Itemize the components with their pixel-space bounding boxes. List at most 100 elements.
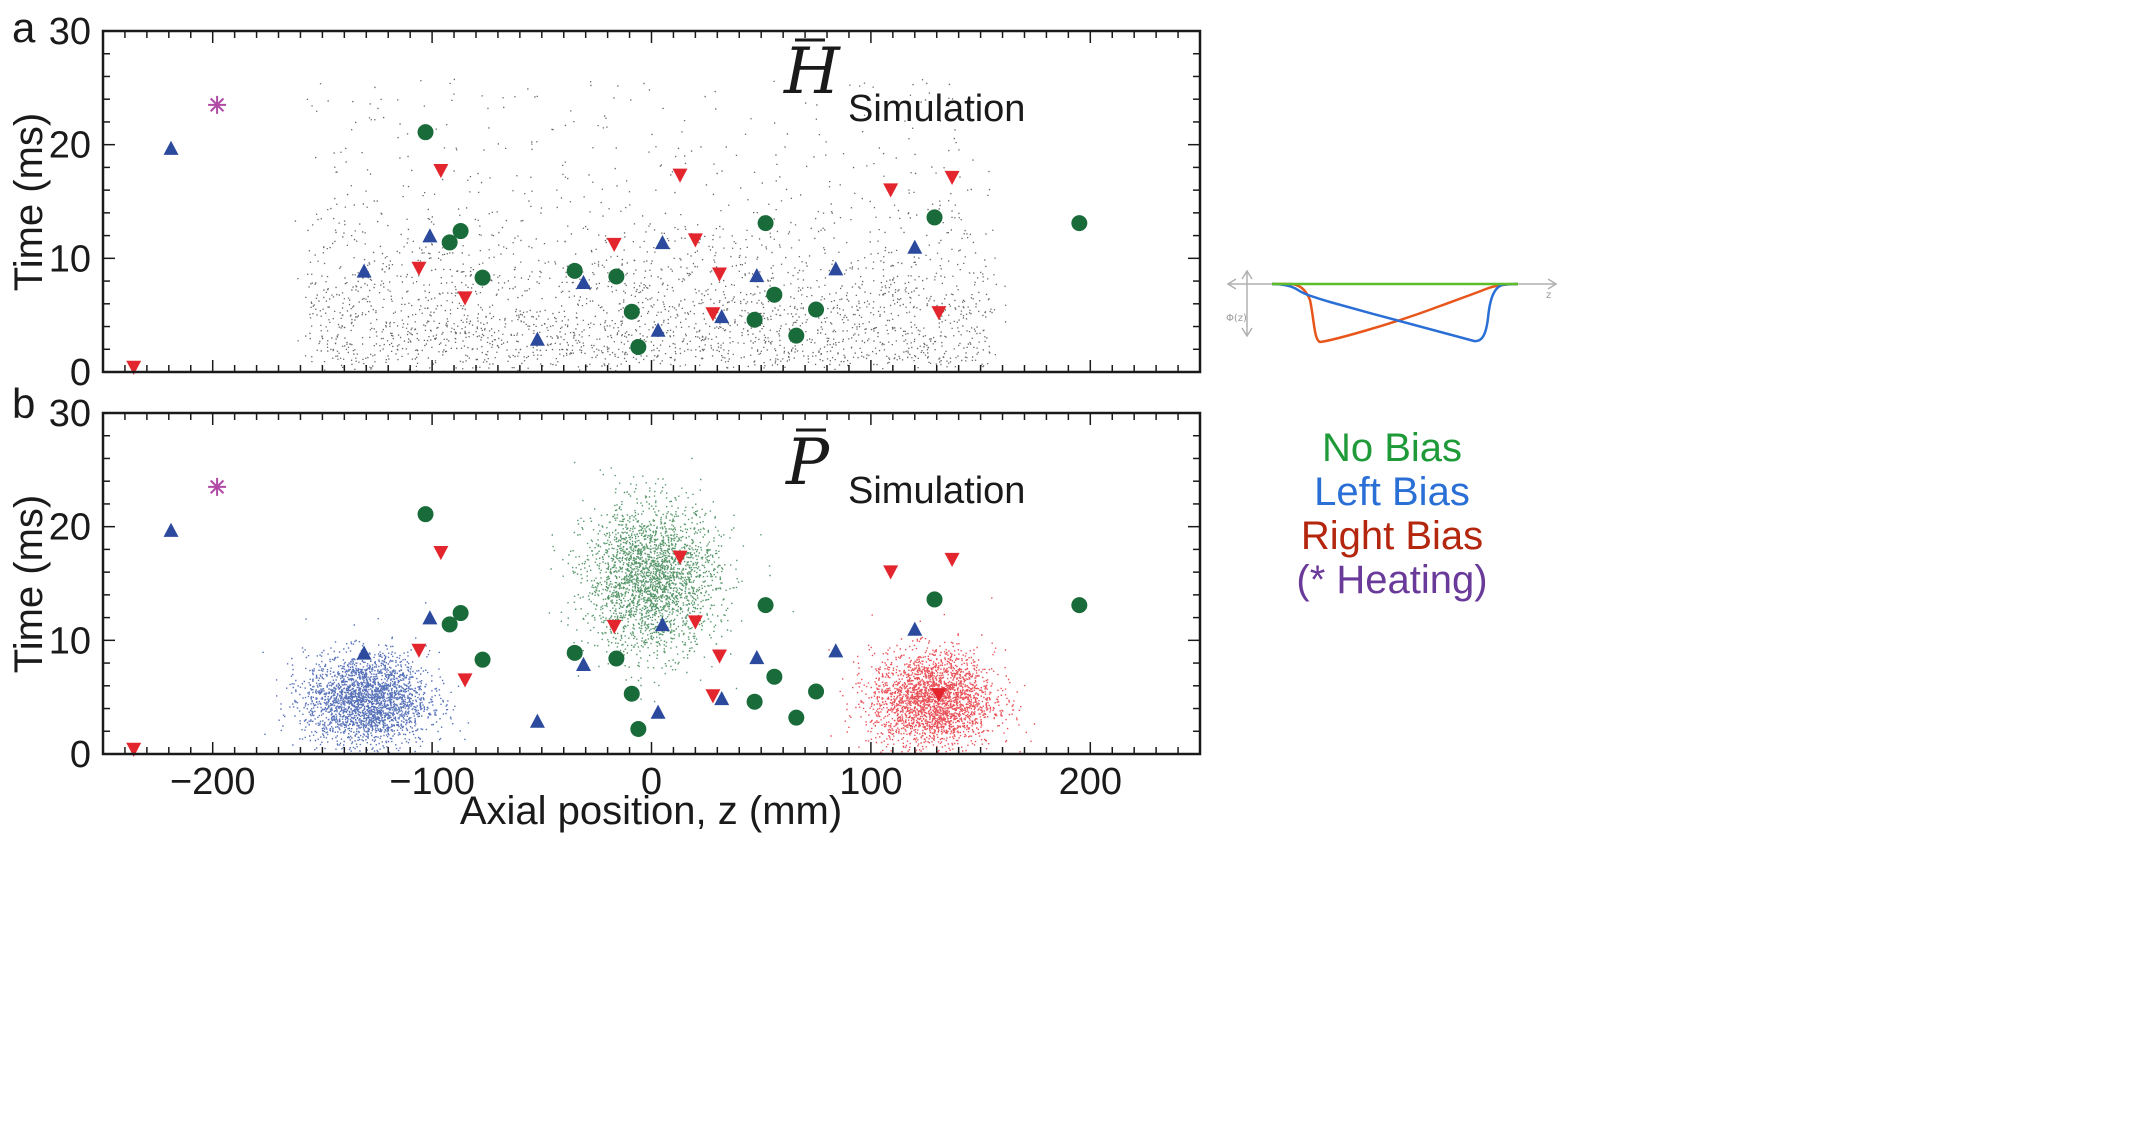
inset-right-bias-curve xyxy=(1272,282,1519,344)
simulation-cluster-2 xyxy=(828,597,1036,753)
marker-right-bias xyxy=(687,615,703,630)
marker-right-bias xyxy=(883,565,899,580)
symbol-h: H xyxy=(783,35,841,109)
marker-right-bias xyxy=(712,649,728,664)
marker-no-bias xyxy=(623,303,640,320)
x-tick-label: 200 xyxy=(1059,761,1122,803)
marker-right-bias xyxy=(457,673,473,688)
inset-z-arrow-right xyxy=(1547,278,1558,290)
marker-left-bias xyxy=(828,643,844,658)
legend-left-bias: Left Bias xyxy=(1314,470,1470,514)
marker-no-bias xyxy=(788,709,805,726)
marker-right-bias xyxy=(433,546,449,561)
marker-no-bias xyxy=(926,591,943,608)
marker-heating xyxy=(208,477,227,496)
marker-right-bias xyxy=(705,307,721,322)
y-tick-label: 20 xyxy=(49,125,91,167)
marker-right-bias xyxy=(606,237,622,253)
y-tick-label: 10 xyxy=(49,238,91,280)
measurement-markers-a xyxy=(126,95,1088,375)
marker-right-bias xyxy=(411,261,427,276)
marker-no-bias xyxy=(808,683,825,700)
marker-no-bias xyxy=(474,269,491,286)
marker-no-bias xyxy=(417,124,434,141)
legend-heating: (* Heating) xyxy=(1296,558,1487,602)
marker-left-bias xyxy=(749,268,765,283)
marker-left-bias xyxy=(714,308,730,324)
marker-no-bias xyxy=(766,286,783,303)
marker-no-bias xyxy=(452,223,469,240)
y-tick-label: 10 xyxy=(49,620,91,662)
marker-left-bias xyxy=(163,522,179,537)
marker-right-bias xyxy=(672,550,688,565)
simulation-label-a: Simulation xyxy=(848,88,1025,130)
simulation-scatter-b xyxy=(262,457,1036,753)
panel-b: b 0 10 20 30 −200 −100 0 100 200 P Simulation Ti… xyxy=(7,380,1202,833)
marker-right-bias xyxy=(433,164,449,179)
marker-left-bias xyxy=(907,621,923,636)
legend: No Bias Left Bias Right Bias (* Heating) xyxy=(1296,426,1487,602)
marker-left-bias xyxy=(654,235,670,250)
marker-no-bias xyxy=(441,234,458,251)
marker-left-bias xyxy=(828,261,844,276)
marker-no-bias xyxy=(452,605,469,622)
marker-no-bias xyxy=(757,215,774,232)
marker-no-bias xyxy=(746,311,763,328)
x-tick-label: −200 xyxy=(170,761,256,803)
marker-no-bias xyxy=(623,685,640,702)
y-axis-title-b: Time (ms) xyxy=(7,495,51,673)
marker-left-bias xyxy=(356,645,372,660)
marker-no-bias xyxy=(417,506,434,523)
x-axis-title: Axial position, z (mm) xyxy=(460,789,842,833)
marker-right-bias xyxy=(606,619,622,635)
marker-right-bias xyxy=(931,688,947,703)
y-tick-label: 20 xyxy=(49,507,91,549)
marker-left-bias xyxy=(650,704,666,719)
marker-left-bias xyxy=(907,239,923,254)
panel-letter-a: a xyxy=(12,4,36,51)
plot-frame-a xyxy=(101,29,1202,374)
marker-no-bias xyxy=(630,720,647,737)
simulation-label-b: Simulation xyxy=(848,470,1025,512)
marker-left-bias xyxy=(575,656,591,671)
marker-no-bias xyxy=(788,327,805,344)
symbol-p: P xyxy=(785,426,830,500)
marker-left-bias xyxy=(575,274,591,289)
marker-no-bias xyxy=(608,650,625,667)
inset-phi-arrow-bottom xyxy=(1241,327,1253,338)
marker-no-bias xyxy=(926,209,943,226)
axis-ticks-a: 0 10 20 30 xyxy=(49,11,1201,394)
marker-right-bias xyxy=(944,170,960,185)
marker-left-bias xyxy=(163,140,179,155)
marker-no-bias xyxy=(630,338,647,355)
inset-z-arrow-left xyxy=(1226,278,1237,290)
y-tick-label: 0 xyxy=(70,352,91,394)
panel-letter-b: b xyxy=(12,380,35,427)
marker-left-bias xyxy=(654,617,670,632)
simulation-cluster-0 xyxy=(262,602,470,753)
inset-left-bias-curve xyxy=(1271,282,1519,343)
marker-right-bias xyxy=(457,291,473,306)
marker-no-bias xyxy=(757,597,774,614)
species-label-a: H Simulation xyxy=(783,35,1025,130)
marker-left-bias xyxy=(749,650,765,665)
x-tick-label: 100 xyxy=(839,761,902,803)
marker-right-bias xyxy=(672,168,688,183)
marker-heating xyxy=(208,95,227,114)
marker-right-bias xyxy=(705,689,721,704)
marker-no-bias xyxy=(1071,597,1088,614)
marker-no-bias xyxy=(808,301,825,318)
y-tick-label: 0 xyxy=(70,734,91,776)
y-tick-label: 30 xyxy=(49,11,91,53)
marker-right-bias xyxy=(687,233,703,248)
x-tick-label: −100 xyxy=(389,761,475,803)
marker-left-bias xyxy=(422,228,438,243)
panel-a: a 0 10 20 30 H Simulation Time (ms) xyxy=(7,4,1202,394)
y-axis-title-a: Time (ms) xyxy=(7,113,51,291)
x-tick-label: 0 xyxy=(641,761,662,803)
marker-no-bias xyxy=(566,644,583,661)
y-tick-label: 30 xyxy=(49,393,91,435)
plot-frame-b xyxy=(101,411,1202,756)
potential-inset: Φ(z) z xyxy=(1226,269,1558,344)
